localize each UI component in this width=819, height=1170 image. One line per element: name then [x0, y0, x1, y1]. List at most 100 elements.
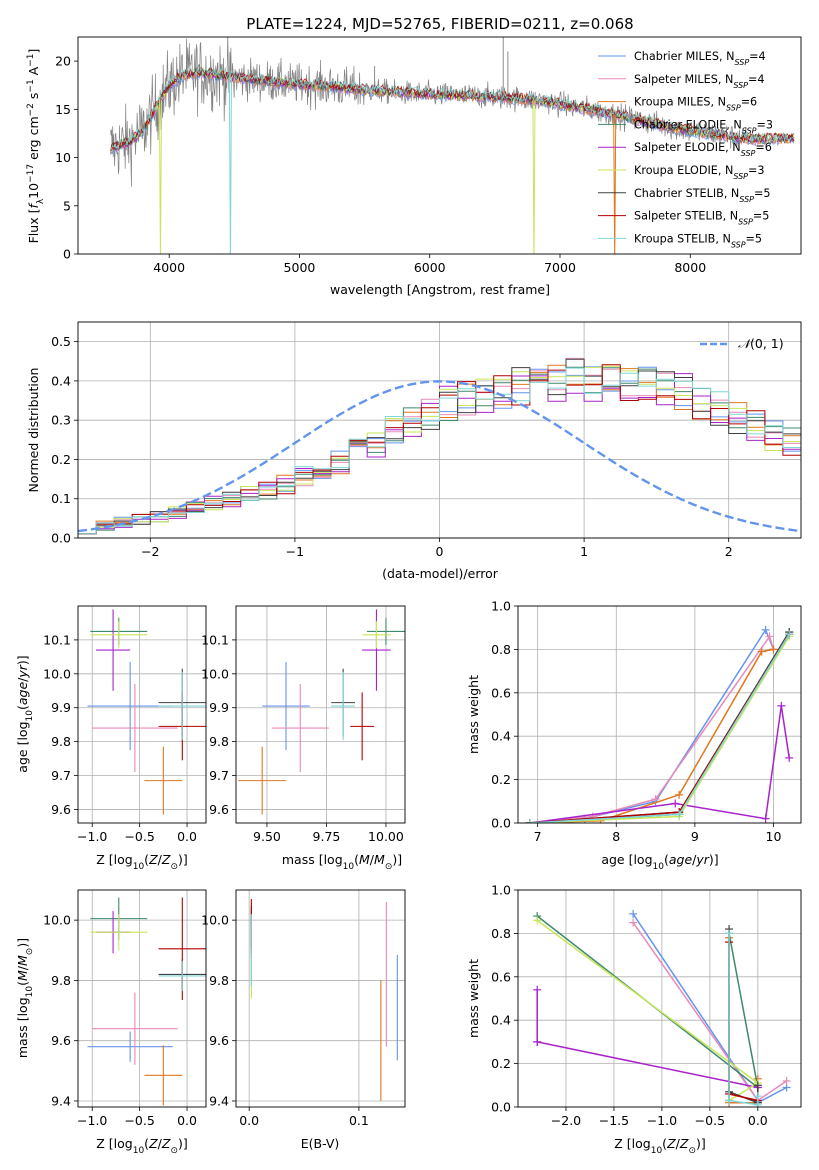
x-tick-label: −0.5	[124, 1113, 154, 1128]
y-axis-label: mass [log10(M/M⊙)]	[15, 938, 35, 1058]
axes-frame	[235, 889, 406, 1108]
legend-tail: =3	[748, 164, 765, 177]
weight-marker	[671, 799, 680, 808]
legend-sub: SSP	[739, 194, 754, 203]
y-tick-label: 9.7	[51, 768, 71, 783]
legend-sub: SSP	[734, 58, 749, 67]
weight-line-kroupa-elodie	[536, 919, 760, 1102]
x-tick-label: −2.0	[551, 1113, 581, 1128]
axes-frame	[77, 889, 207, 1108]
legend-text: Kroupa ELODIE, N	[634, 164, 733, 177]
weight-line-salpeter-elodie	[529, 705, 790, 823]
weight-marker	[533, 916, 542, 925]
x-tick-label: 7000	[544, 260, 576, 275]
y-tick-label: 0.8	[491, 642, 511, 657]
y-tick-label: 9.8	[51, 973, 71, 988]
errorbars	[250, 899, 398, 1101]
weight-marker	[761, 625, 770, 634]
y-tick-label: 0.8	[491, 926, 511, 941]
figure-title: PLATE=1224, MJD=52765, FIBERID=0211, z=0…	[246, 15, 633, 33]
x-axis-label: mass [log10(M/M⊙)]	[282, 852, 402, 872]
y-tick-label: 5	[63, 198, 71, 213]
errorbar-kroupa-stelib	[331, 672, 356, 740]
y-tick-label: 10.0	[43, 913, 71, 928]
y-axis-label: mass weight	[466, 959, 481, 1038]
legend-label: Chabrier ELODIE, NSSP=3	[634, 118, 773, 135]
legend-label: Chabrier MILES, NSSP=4	[634, 50, 766, 67]
axes-age-vs-mass: 9.50 9.75 10.00 9.6 9.7 9.8 9.9 10.0 10.1 mass [l…	[201, 605, 406, 872]
legend-sub: SSP	[726, 103, 741, 112]
errorbar-salpeter-miles	[92, 992, 178, 1065]
weight-marker	[785, 630, 794, 639]
weight-marker	[761, 814, 770, 823]
y-tick-label: 1.0	[491, 883, 511, 898]
histogram-kroupa-stelib	[78, 367, 801, 535]
weight-marker	[753, 1081, 762, 1090]
legend-label: Salpeter STELIB, NSSP=5	[634, 210, 769, 227]
y-tick-label: 9.8	[51, 734, 71, 749]
y-tick-label: 9.9	[209, 700, 229, 715]
legend-tail: =5	[753, 210, 770, 223]
errorbar-kroupa-elodie	[90, 914, 148, 951]
legend-tail: =4	[748, 73, 765, 86]
x-tick-label: −1.0	[77, 829, 107, 844]
x-tick-label: 9.50	[253, 829, 281, 844]
weight-line-salpeter-elodie	[536, 989, 758, 1089]
legend-tail: =4	[749, 50, 766, 63]
weight-marker	[629, 918, 638, 927]
legend-sub: SSP	[738, 217, 753, 226]
y-axis-label: Flux [fλ10−17 erg cm−2 s−1 A−1]	[26, 49, 46, 244]
weight-line-chabrier-miles	[529, 628, 775, 823]
axes-frame	[235, 605, 406, 824]
y-tick-label: 9.7	[209, 768, 229, 783]
legend-sub: SSP	[733, 172, 748, 181]
weight-marker	[629, 909, 638, 918]
weight-marker	[725, 1096, 734, 1105]
x-tick-label: −1	[286, 544, 304, 559]
legend-label: Chabrier STELIB, NSSP=5	[634, 187, 771, 204]
x-tick-label: 8	[612, 829, 620, 844]
axes-mass-vs-EBV: 0.0 0.1 9.4 9.6 9.8 10.0 E(B-V)	[201, 889, 406, 1151]
y-tick-label: 10	[55, 150, 71, 165]
y-tick-label: 10.0	[201, 913, 229, 928]
axes-weight-vs-Z: −2.0 −1.5 −1.0 −0.5 0.0 0.0 0.2 0.4 0.6 0.8 1.0 Z […	[466, 883, 802, 1156]
y-tick-label: 9.4	[51, 1093, 71, 1108]
y-tick-label: 0.2	[51, 452, 71, 467]
legend-text: Salpeter ELODIE, N	[634, 141, 741, 154]
x-tick-label: −2	[141, 544, 159, 559]
errorbar-kroupa-elodie	[362, 621, 391, 649]
errorbar-chabrier-miles	[262, 661, 310, 751]
y-tick-label: 20	[55, 54, 71, 69]
weight-marker	[753, 1100, 762, 1107]
weight-marker	[675, 790, 684, 799]
legend-tail: =6	[755, 141, 772, 154]
errorbars	[87, 609, 206, 815]
x-tick-label: −1.0	[77, 1113, 107, 1128]
axes-weight-vs-age: 7 8 9 10 0.0 0.2 0.4 0.6 0.8 1.0 age [log10(age/yr…	[466, 599, 802, 872]
y-tick-label: 10.0	[43, 666, 71, 681]
axes-age-vs-Z: −1.0 −0.5 0.0 9.6 9.7 9.8 9.9 10.0 10.1 Z [log10(…	[15, 605, 207, 872]
model-dip	[532, 100, 536, 254]
weight-lines	[533, 909, 791, 1107]
legend-tail: =5	[746, 232, 763, 245]
x-axis-label: age [log10(age/yr)]	[601, 852, 718, 872]
x-tick-label: 0.0	[177, 1113, 197, 1128]
x-tick-label: 0.0	[239, 1113, 259, 1128]
x-axis-label: Z [log10(Z/Z⊙)]	[614, 1136, 706, 1156]
errorbar-salpeter-miles	[92, 683, 178, 773]
legend-sub: SSP	[733, 80, 748, 89]
weight-marker	[785, 753, 794, 762]
y-tick-label: 0.0	[491, 816, 511, 831]
x-axis-label: Z [log10(Z/Z⊙)]	[96, 852, 188, 872]
axes-frame	[517, 605, 802, 824]
x-tick-label: 0	[436, 544, 444, 559]
legend-text: Kroupa MILES, N	[634, 96, 726, 109]
x-tick-label: 9	[691, 829, 699, 844]
y-tick-label: 9.8	[209, 973, 229, 988]
legend-sub: SSP	[742, 126, 757, 135]
y-tick-label: 0.4	[51, 373, 71, 388]
x-tick-label: 4000	[153, 260, 185, 275]
x-tick-label: 0.1	[349, 1113, 369, 1128]
